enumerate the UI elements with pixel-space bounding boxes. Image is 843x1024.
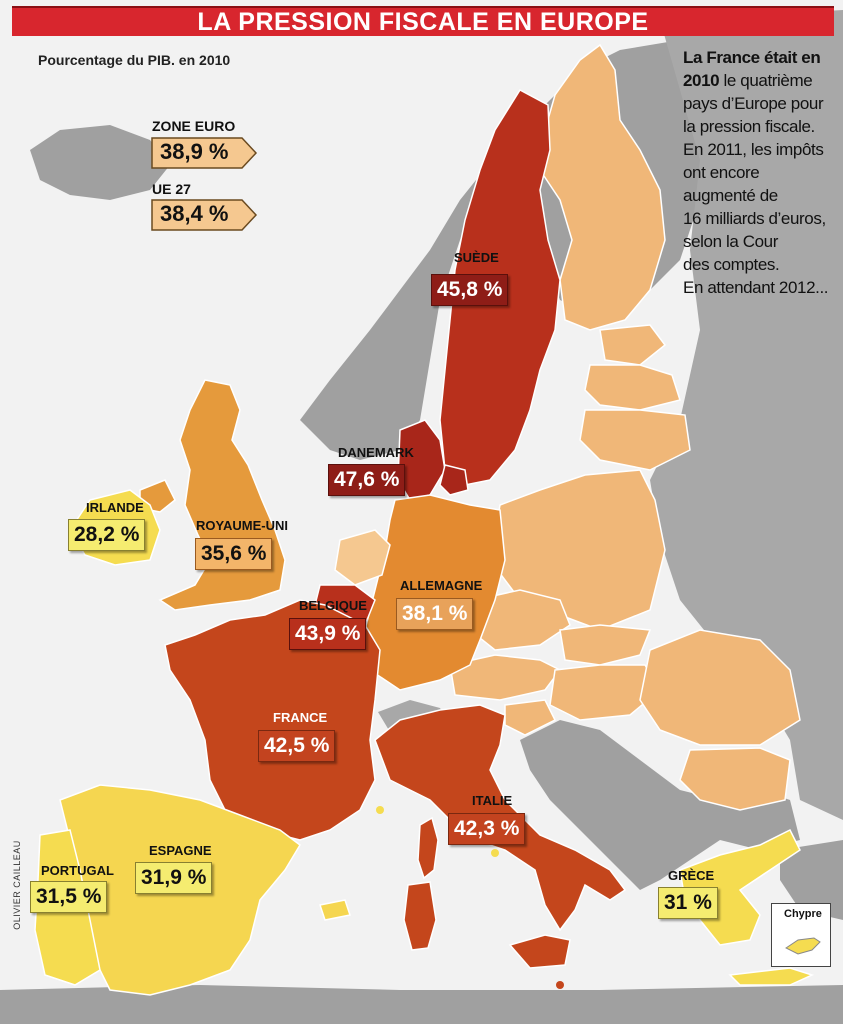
side-note: La France était en 2010 le quatrième pay… bbox=[683, 46, 833, 299]
ue27-badge-shape bbox=[151, 199, 258, 231]
label-danemark: DANEMARK bbox=[338, 445, 414, 460]
country-austria bbox=[449, 654, 562, 701]
value-allemagne: 38,1 % bbox=[396, 598, 474, 630]
cyprus-shape bbox=[785, 937, 821, 955]
note-line-9: selon la Cour bbox=[683, 232, 778, 251]
country-slovakia bbox=[559, 624, 652, 666]
value-danemark: 47,6 % bbox=[328, 464, 406, 496]
label-suede: SUÈDE bbox=[454, 250, 499, 265]
non-eu-north-africa bbox=[0, 985, 843, 1024]
note-line-3: pays d’Europe pour bbox=[683, 94, 824, 113]
country-latvia bbox=[584, 364, 681, 411]
photo-credit: OLIVIER CAILLEAU bbox=[11, 840, 22, 930]
island-corsica bbox=[417, 816, 439, 880]
country-bulgaria bbox=[679, 747, 791, 811]
country-denmark-islands bbox=[439, 464, 469, 496]
note-rest-1: le quatrième bbox=[719, 71, 813, 90]
non-eu-iceland bbox=[30, 125, 170, 200]
value-espagne: 31,9 % bbox=[135, 862, 213, 894]
ue27-label: UE 27 bbox=[152, 181, 191, 197]
note-line-8: 16 milliards d’euros, bbox=[683, 209, 826, 228]
value-royaume-uni: 35,6 % bbox=[195, 538, 273, 570]
country-romania bbox=[639, 629, 801, 746]
note-line-11: En attendant 2012... bbox=[683, 278, 829, 297]
label-italie: ITALIE bbox=[472, 793, 513, 808]
note-lead-1: La France était en bbox=[683, 48, 821, 67]
note-lead-2: 2010 bbox=[683, 71, 720, 90]
note-line-4: la pression fiscale. bbox=[683, 117, 815, 136]
non-eu-balkans bbox=[520, 720, 800, 890]
label-belgique: BELGIQUE bbox=[299, 598, 367, 613]
country-france bbox=[164, 599, 381, 841]
value-portugal: 31,5 % bbox=[30, 881, 108, 913]
label-allemagne: ALLEMAGNE bbox=[400, 578, 483, 593]
value-italie: 42,3 % bbox=[448, 813, 526, 845]
island-malta bbox=[556, 981, 564, 989]
value-suede: 45,8 % bbox=[431, 274, 509, 306]
title-bar: LA PRESSION FISCALE EN EUROPE bbox=[12, 6, 834, 36]
island-sardinia bbox=[403, 881, 437, 951]
ue27-value: 38,4 % bbox=[160, 201, 229, 226]
label-irlande: IRLANDE bbox=[86, 500, 144, 515]
note-line-10: des comptes. bbox=[683, 255, 780, 274]
city-dot-b bbox=[491, 849, 499, 857]
label-portugal: PORTUGAL bbox=[41, 863, 114, 878]
label-grece: GRÈCE bbox=[668, 868, 715, 883]
value-belgique: 43,9 % bbox=[289, 618, 367, 650]
label-espagne: ESPAGNE bbox=[149, 843, 212, 858]
zone-euro-value: 38,9 % bbox=[160, 139, 229, 164]
island-sicily bbox=[508, 934, 571, 969]
subtitle: Pourcentage du PIB. en 2010 bbox=[38, 52, 231, 68]
country-finland bbox=[539, 43, 666, 331]
cyprus-label: Chypre bbox=[784, 908, 822, 920]
island-crete bbox=[728, 967, 815, 986]
country-estonia bbox=[599, 324, 667, 366]
non-eu-russia-east bbox=[650, 10, 843, 820]
country-lithuania bbox=[579, 409, 691, 471]
label-royaume-uni: ROYAUME-UNI bbox=[196, 518, 288, 533]
value-grece: 31 % bbox=[658, 887, 718, 919]
cyprus-inset: Chypre bbox=[771, 903, 831, 967]
note-line-5: En 2011, les impôts bbox=[683, 140, 824, 159]
value-irlande: 28,2 % bbox=[68, 519, 146, 551]
island-baleares bbox=[319, 899, 351, 921]
note-line-7: augmenté de bbox=[683, 186, 778, 205]
note-line-6: ont encore bbox=[683, 163, 760, 182]
zone-euro-label: ZONE EURO bbox=[152, 118, 236, 134]
value-france: 42,5 % bbox=[258, 730, 336, 762]
non-eu-turkey bbox=[780, 840, 843, 920]
zone-euro-badge-shape bbox=[151, 137, 258, 169]
map-title: LA PRESSION FISCALE EN EUROPE bbox=[197, 7, 649, 36]
country-slovenia bbox=[504, 699, 557, 736]
label-france: FRANCE bbox=[273, 710, 328, 725]
city-dot-a bbox=[376, 806, 384, 814]
country-netherlands bbox=[334, 529, 391, 586]
